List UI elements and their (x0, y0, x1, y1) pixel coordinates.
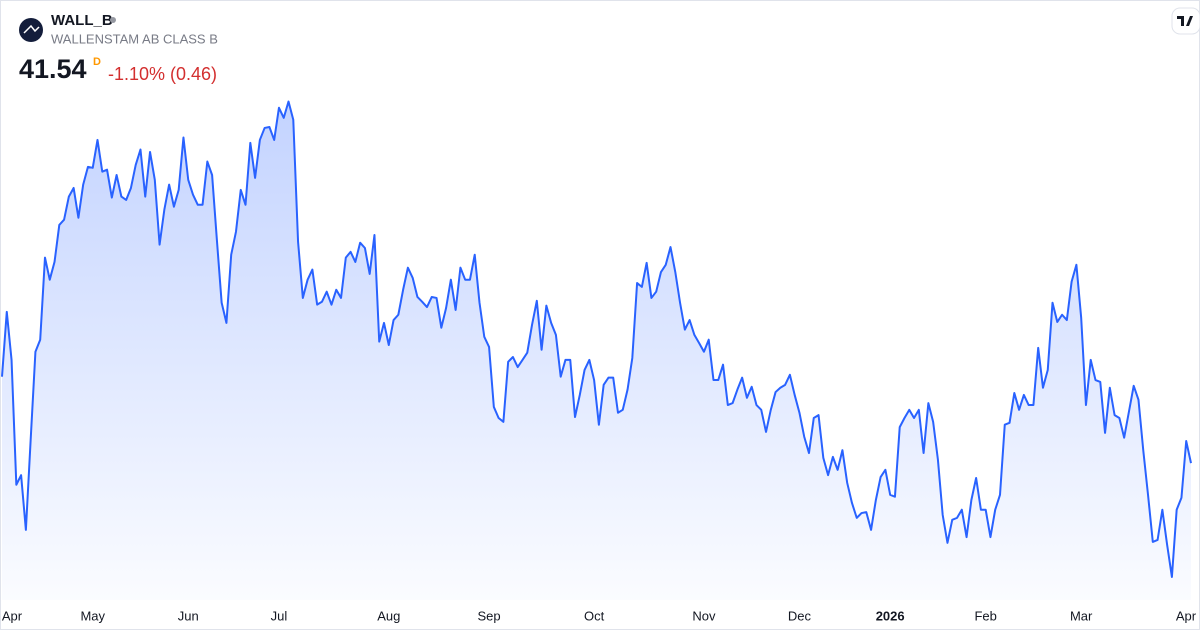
x-tick-label: Mar (1070, 608, 1093, 623)
x-tick-label: Oct (584, 608, 605, 623)
x-tick-label: Dec (788, 608, 812, 623)
price: 41.54 (19, 54, 87, 84)
x-tick-label: Jun (178, 608, 199, 623)
logo (19, 18, 43, 42)
x-tick-label: Feb (974, 608, 996, 623)
x-tick-label: Nov (692, 608, 716, 623)
tv-logo[interactable] (1171, 7, 1200, 35)
x-tick-label: Sep (477, 608, 500, 623)
x-tick-label: Aug (377, 608, 400, 623)
x-tick-label: Jul (271, 608, 288, 623)
tv-logo-bg[interactable] (1171, 7, 1200, 35)
symbol: WALL_B (51, 12, 113, 29)
tv-logo-mark[interactable] (1177, 16, 1193, 26)
interval: D (93, 56, 101, 68)
company-name: WALLENSTAM AB CLASS B (51, 31, 218, 46)
change: -1.10% (0.46) (108, 64, 217, 84)
x-tick-label: 2026 (876, 608, 905, 623)
area-fill (2, 101, 1191, 600)
x-tick-label: Apr (1176, 608, 1197, 623)
status-dot (110, 17, 116, 23)
logo-mark (23, 24, 40, 34)
price-line (1, 100, 1192, 578)
x-tick-label: May (80, 608, 105, 623)
x-tick-label: Apr (2, 608, 23, 623)
